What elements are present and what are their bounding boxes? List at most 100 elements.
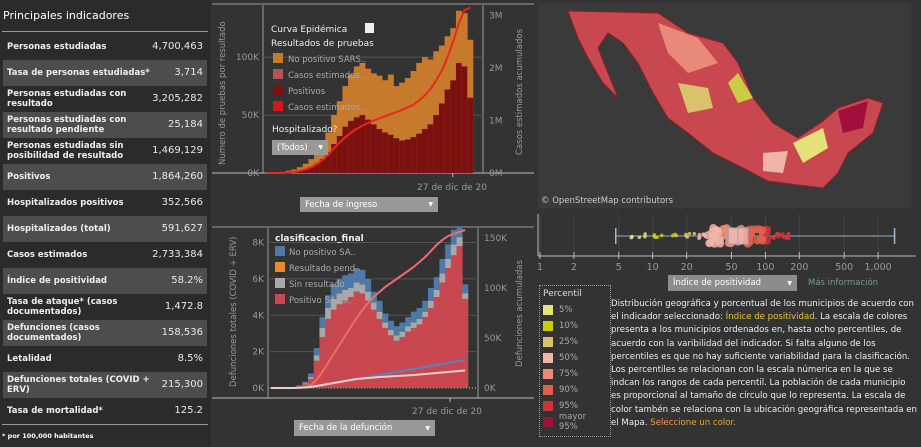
indicator-label: Hospitalizados (total) (7, 224, 111, 234)
legend-swatch (273, 85, 283, 95)
boxplot-chart[interactable]: 1 2 5 10 20 50 100 200 500 1,000 (535, 212, 921, 274)
legend-label: Casos estimados .. (288, 71, 368, 81)
bar-positivos (371, 124, 377, 173)
legend-label: No positivo SARS.. (288, 55, 366, 65)
legend-label: mayor 95% (559, 412, 607, 432)
indicator-label: Defunciones totales (COVID + ERV) (7, 375, 162, 395)
indicator-value: 4,700,463 (152, 42, 203, 52)
legend-label: Sin resultado (289, 280, 345, 290)
color-swatch (543, 369, 553, 379)
color-swatch (543, 385, 553, 395)
select-color-link[interactable]: Seleccione un color. (650, 418, 736, 428)
bar-no-positivo (434, 277, 440, 290)
bar-positivo (394, 341, 400, 388)
bar-positivos (365, 120, 371, 173)
legend-label: 25% (559, 337, 578, 347)
bar-positivo (325, 319, 331, 388)
bar-sin-resultado (325, 308, 331, 319)
bar-positivo (405, 332, 411, 388)
bar-positivos (411, 137, 417, 173)
legend-title: Percentil (543, 289, 607, 299)
y-tick-label: 8K (252, 239, 265, 249)
bar-no-positivo (314, 348, 320, 355)
bar-no-positivo (388, 321, 394, 330)
municipality-dot (686, 235, 690, 239)
bar-positivo (342, 301, 348, 388)
x-tick-label: 500 (835, 262, 853, 273)
bar-no-positivo (462, 284, 468, 293)
bar-positivos (377, 129, 383, 173)
hospitalizado-filter[interactable]: (Todos) ▼ (272, 140, 328, 155)
bar-no-positivo (422, 301, 428, 312)
legend-item[interactable]: 75% (543, 366, 607, 382)
indicator-row: Tasa de ataque* (casos documentados) 1,47… (3, 294, 207, 320)
bar-positivos (388, 135, 394, 173)
bar-positivos (342, 127, 348, 173)
bar-sin-resultado (314, 355, 320, 360)
bar-sin-resultado (439, 273, 445, 282)
legend-item[interactable]: 10% (543, 318, 607, 334)
municipality-map[interactable]: © OpenStreetMap contributors (538, 3, 911, 208)
indicator-selector[interactable]: Índice de positividad ▼ (668, 275, 797, 291)
bar-sin-resultado (354, 283, 360, 292)
epidemic-curve-chart[interactable]: 0K 50K 100K 0M 1M 2M 3M 27 de dic de 20 Numero d… (212, 0, 534, 218)
legend-label: 90% (559, 385, 578, 395)
bar-positivos (462, 66, 468, 173)
color-swatch (543, 401, 553, 411)
indicator-label: Tasa de personas estudiadas* (7, 68, 150, 78)
bar-positivos (405, 139, 411, 173)
bar-positivo (314, 361, 320, 388)
more-info-link[interactable]: Más información (808, 278, 878, 288)
legend-item[interactable]: mayor 95% (543, 414, 607, 430)
legend-item[interactable]: 50% (543, 350, 607, 366)
municipality-dot (702, 232, 706, 236)
x-tick-label: 1,000 (864, 262, 891, 273)
y2-tick-label: 3M (489, 12, 503, 22)
indicator-row: Hospitalizados positivos 352,566 (3, 190, 207, 216)
indicator-value: 125.2 (174, 406, 203, 416)
y-axis-title: Numero de pruebas por resultado (218, 21, 228, 165)
divider (2, 424, 208, 425)
bar-no-positivo (394, 326, 400, 335)
indicator-value: 2,733,384 (152, 250, 203, 260)
indicator-row: Personas estudiadas sin posibilidad de r… (3, 138, 207, 164)
bar-positivo (445, 268, 451, 388)
legend-title: Curva Epidémica (271, 24, 347, 35)
indicator-row: Tasa de personas estudiadas* 3,714 (3, 60, 207, 86)
y2-tick-label: 2M (489, 64, 503, 74)
bar-no-positivo (411, 312, 417, 323)
bar-sin-resultado (359, 284, 365, 293)
legend-item[interactable]: 90% (543, 382, 607, 398)
x-tick-label: 50 (725, 262, 737, 273)
selector-value: Índice de positividad (673, 278, 761, 288)
y-tick-label: 100K (236, 53, 260, 63)
y2-tick-label: 0K (484, 384, 497, 394)
indicator-value: 1,469,129 (152, 146, 203, 156)
indicator-row: Personas estudiadas 4,700,463 (3, 34, 207, 60)
percentil-legend: Percentil 5% 10% 25% 50% 75% 90% 95% mayor 95% (539, 285, 611, 437)
bar-positivos (467, 98, 473, 173)
death-date-dropdown[interactable]: Fecha de la defunción ▼ (294, 420, 435, 436)
legend-swatch (273, 53, 283, 63)
legend-label: 75% (559, 369, 578, 379)
description-text: Distribución geográfica y porcentual de … (611, 298, 917, 430)
legend-item[interactable]: 5% (543, 302, 607, 318)
legend-item[interactable]: 25% (543, 334, 607, 350)
bar-sin-resultado (457, 237, 463, 246)
y2-tick-label: 1M (489, 117, 503, 127)
divider (2, 31, 208, 32)
bar-no-positivo (377, 301, 383, 312)
indicator-row: Positivos 1,864,260 (3, 164, 207, 190)
bar-positivo (451, 255, 457, 388)
x-tick-label: 27 de dic de 20 (412, 407, 482, 417)
indicator-value: 352,566 (162, 198, 203, 208)
y2-tick-label: 0M (489, 169, 503, 179)
legend-swatch (275, 246, 285, 256)
y-tick-label: 0K (247, 169, 260, 179)
indicator-label: Positivos (7, 172, 50, 182)
indicators-panel: Principales indicadores Personas estudia… (0, 0, 211, 447)
deaths-chart[interactable]: 0K 2K 4K 6K 8K 0K 50K 100K 150K 27 de dic de 20 De… (212, 222, 534, 418)
municipality-dot (653, 234, 657, 238)
date-field-dropdown[interactable]: Fecha de ingreso ▼ (300, 197, 438, 212)
indicator-row: Letalidad 8.5% (3, 346, 207, 372)
